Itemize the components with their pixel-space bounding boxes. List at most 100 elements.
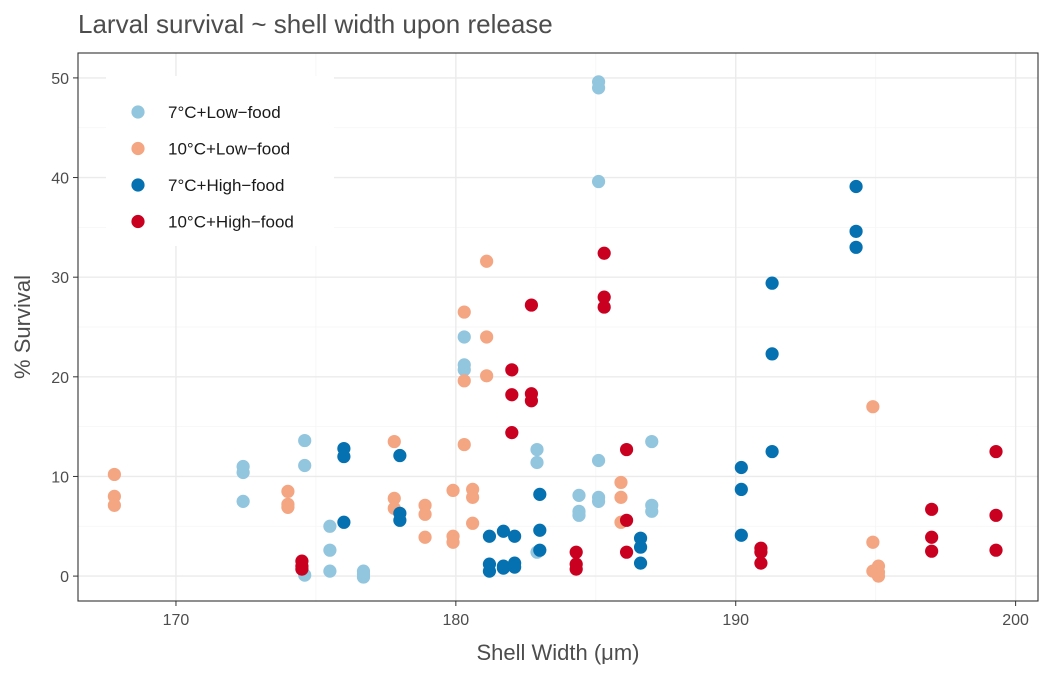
x-tick-label: 170: [163, 612, 190, 629]
data-point: [591, 453, 606, 468]
y-tick-label: 20: [51, 370, 69, 387]
x-axis-title: Shell Width (μm): [476, 640, 639, 665]
data-point: [387, 434, 401, 449]
data-point: [524, 394, 539, 408]
legend-key: [131, 105, 145, 119]
data-point: [337, 515, 351, 529]
data-point: [849, 224, 863, 238]
data-point: [619, 442, 634, 457]
data-point: [480, 254, 494, 268]
x-tick-label: 200: [1002, 612, 1029, 629]
data-point: [572, 488, 586, 502]
data-point: [925, 544, 939, 558]
data-point: [107, 467, 121, 482]
data-point: [323, 543, 337, 557]
data-point: [989, 508, 1003, 522]
y-tick-label: 10: [51, 469, 69, 486]
data-point: [633, 556, 648, 570]
legend-background: [106, 76, 334, 246]
data-point: [572, 508, 586, 522]
data-point: [466, 516, 480, 530]
x-tick-label: 180: [442, 612, 469, 629]
data-point: [765, 444, 779, 459]
data-point: [754, 556, 768, 570]
data-point: [734, 482, 748, 497]
data-point: [569, 562, 583, 576]
data-point: [418, 507, 432, 521]
data-point: [387, 491, 401, 505]
data-point: [298, 458, 312, 473]
legend-label: 10°C+Low−food: [168, 140, 290, 159]
data-point: [734, 460, 748, 475]
data-point: [734, 528, 748, 542]
data-point: [533, 543, 547, 557]
data-point: [871, 569, 886, 583]
data-point: [323, 519, 337, 533]
legend: 7°C+Low−food 10°C+Low−food 7°C+High−food 10…: [106, 76, 334, 246]
legend-label: 10°C+High−food: [168, 213, 294, 232]
data-point: [530, 455, 544, 470]
chart-title: Larval survival ~ shell width upon relea…: [78, 9, 553, 39]
data-point: [482, 529, 497, 543]
data-point: [925, 530, 939, 544]
data-point: [457, 363, 471, 377]
x-tick-label: 190: [722, 612, 749, 629]
data-point: [925, 502, 939, 516]
data-point: [614, 475, 628, 490]
data-point: [597, 290, 611, 304]
data-point: [457, 305, 471, 319]
data-point: [591, 494, 606, 508]
data-point: [765, 347, 779, 361]
data-point: [524, 298, 539, 312]
data-point: [645, 434, 659, 449]
data-point: [533, 523, 547, 537]
data-point: [765, 276, 779, 290]
data-point: [597, 246, 611, 260]
y-tick-label: 30: [51, 270, 69, 287]
legend-label: 7°C+Low−food: [168, 103, 281, 122]
data-point: [298, 433, 312, 448]
data-point: [393, 513, 407, 527]
data-point: [866, 535, 880, 549]
data-point: [849, 179, 863, 194]
y-tick-label: 40: [51, 171, 69, 188]
data-point: [989, 543, 1003, 557]
data-point: [480, 330, 494, 344]
data-point: [337, 449, 351, 464]
data-point: [633, 540, 648, 554]
legend-key: [131, 214, 145, 229]
data-point: [236, 465, 250, 480]
data-point: [393, 448, 407, 463]
data-point: [597, 300, 611, 314]
data-point: [619, 545, 634, 559]
data-point: [505, 388, 519, 402]
data-point: [466, 490, 480, 504]
data-point: [849, 240, 863, 254]
data-point: [107, 498, 121, 512]
data-point: [530, 442, 544, 457]
data-point: [496, 524, 511, 538]
data-point: [866, 400, 880, 414]
data-points: [107, 75, 1003, 584]
data-point: [482, 564, 497, 578]
legend-label: 7°C+High−food: [168, 176, 284, 195]
data-point: [989, 444, 1003, 459]
data-point: [457, 437, 471, 452]
data-point: [457, 330, 471, 344]
data-point: [446, 483, 460, 498]
panel-border: [77, 52, 1039, 602]
data-point: [569, 545, 583, 559]
y-tick-label: 50: [51, 71, 69, 88]
data-point: [236, 494, 250, 508]
data-point: [356, 570, 371, 584]
data-point: [281, 484, 295, 498]
legend-key: [131, 141, 145, 156]
data-point: [457, 374, 471, 388]
data-point: [533, 487, 547, 501]
data-point: [645, 504, 659, 518]
data-point: [505, 426, 519, 440]
data-point: [508, 529, 522, 543]
data-point: [619, 513, 634, 527]
data-point: [505, 363, 519, 377]
